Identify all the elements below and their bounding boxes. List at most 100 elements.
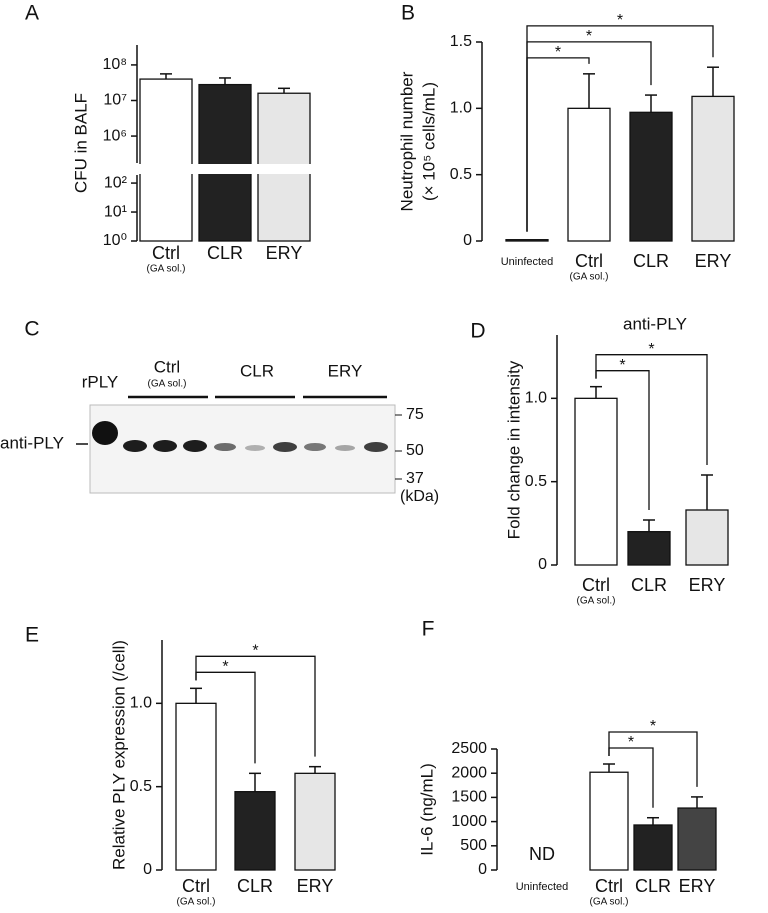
ladder-label: 37: [406, 470, 424, 487]
bar: [629, 111, 673, 242]
x-tick-label: Ctrl: [182, 876, 210, 896]
ladder-label: 75: [406, 406, 424, 423]
x-tick-label: ERY: [297, 876, 334, 896]
y-axis-label: Fold change in intensity: [504, 360, 523, 539]
y-axis-label: IL-6 (ng/mL): [417, 763, 436, 856]
panel-letter: A: [25, 2, 39, 25]
y-axis-label: Relative PLY expression (/cell): [109, 640, 128, 870]
bar: [685, 509, 729, 566]
x-tick-label: Uninfected: [501, 256, 554, 268]
group-label: Ctrl: [154, 357, 180, 376]
significance-bracket: [195, 655, 316, 757]
panel-letter: F: [422, 618, 435, 641]
x-tick-label: ERY: [266, 243, 303, 263]
significance-bracket: [608, 731, 698, 787]
bar: [589, 771, 629, 871]
bar: [627, 531, 671, 566]
bar: [677, 807, 717, 871]
y-tick-label: 1.0: [450, 100, 472, 117]
significance-label: *: [617, 12, 623, 29]
y-tick-label: 2000: [451, 764, 487, 781]
y-axis-label: Neutrophil number: [397, 71, 416, 211]
bar: [198, 83, 252, 242]
y-tick-label: 10⁶: [103, 127, 127, 144]
marker-label: rPLY: [82, 372, 119, 391]
y-tick-label: 1000: [451, 813, 487, 830]
significance-label: *: [252, 643, 258, 660]
x-tick-sublabel: (GA sol.): [147, 264, 186, 275]
bar: [139, 78, 193, 242]
significance-bracket: [526, 25, 714, 232]
bar: [234, 791, 276, 871]
y-tick-label: 500: [460, 837, 487, 854]
chart-title: anti-PLY: [623, 314, 687, 333]
significance-label: *: [648, 341, 654, 358]
ladder-unit: (kDa): [400, 488, 439, 505]
y-tick-label: 1.0: [525, 390, 547, 407]
x-tick-label: CLR: [631, 575, 667, 595]
x-tick-label: ERY: [689, 575, 726, 595]
x-tick-label: ERY: [695, 251, 732, 271]
x-tick-sublabel: (GA sol.): [177, 897, 216, 908]
y-tick-label: 10²: [104, 174, 128, 191]
panel-letter: E: [25, 624, 39, 647]
value-label: ND: [529, 844, 555, 864]
x-tick-label: ERY: [679, 876, 716, 896]
y-tick-label: 0.5: [130, 778, 152, 795]
x-tick-label: CLR: [237, 876, 273, 896]
x-tick-sublabel: (GA sol.): [570, 272, 609, 283]
group-label: CLR: [240, 361, 274, 380]
y-axis-label: CFU in BALF: [71, 93, 90, 193]
panel-letter: B: [401, 2, 415, 25]
significance-label: *: [555, 44, 561, 61]
x-tick-sublabel: (GA sol.): [590, 897, 629, 908]
y-tick-label: 10⁸: [102, 56, 127, 73]
x-tick-label: Ctrl: [575, 251, 603, 271]
axis-break-gap: [134, 164, 313, 174]
bar: [294, 772, 336, 871]
y-tick-label: 2500: [451, 740, 487, 757]
bands: [92, 421, 388, 452]
group-label: ERY: [328, 361, 363, 380]
significance-label: *: [619, 357, 625, 374]
y-tick-label: 0: [143, 861, 152, 878]
y-tick-label: 10⁷: [103, 92, 127, 109]
bar: [574, 397, 618, 566]
bar: [175, 702, 217, 871]
x-tick-label: CLR: [633, 251, 669, 271]
significance-label: *: [650, 718, 656, 735]
significance-label: *: [628, 734, 634, 751]
x-tick-label: CLR: [635, 876, 671, 896]
bar: [691, 95, 735, 242]
ladder-label: 50: [406, 442, 424, 459]
bar: [633, 824, 673, 871]
x-tick-label: Ctrl: [595, 876, 623, 896]
y-tick-label: 0: [463, 232, 472, 249]
y-tick-label: 1.0: [130, 695, 152, 712]
blot-panel: C rPLY Ctrl (GA sol.) CLR ERY anti-PLY 7…: [0, 318, 439, 506]
x-tick-sublabel: (GA sol.): [577, 596, 616, 607]
significance-bracket: [595, 354, 708, 465]
x-tick-label: Ctrl: [152, 243, 180, 263]
x-tick-label: Uninfected: [516, 881, 569, 893]
y-axis-label: (× 10⁵ cells/mL): [419, 82, 438, 201]
group-sublabel: (GA sol.): [148, 379, 187, 390]
significance-label: *: [222, 659, 228, 676]
band-label: anti-PLY: [0, 433, 64, 452]
x-tick-label: CLR: [207, 243, 243, 263]
x-tick-label: Ctrl: [582, 575, 610, 595]
y-tick-label: 1.5: [450, 33, 472, 50]
y-tick-label: 1500: [451, 789, 487, 806]
y-tick-label: 0.5: [450, 166, 472, 183]
y-tick-label: 0.5: [525, 473, 547, 490]
significance-label: *: [586, 28, 592, 45]
panel-letter: D: [470, 320, 485, 343]
bar: [505, 239, 549, 242]
y-tick-label: 0: [538, 556, 547, 573]
y-tick-label: 10⁰: [103, 232, 127, 249]
y-tick-label: 0: [478, 861, 487, 878]
y-tick-label: 10¹: [104, 203, 127, 220]
panel-letter: C: [24, 318, 39, 341]
bar: [567, 107, 611, 242]
